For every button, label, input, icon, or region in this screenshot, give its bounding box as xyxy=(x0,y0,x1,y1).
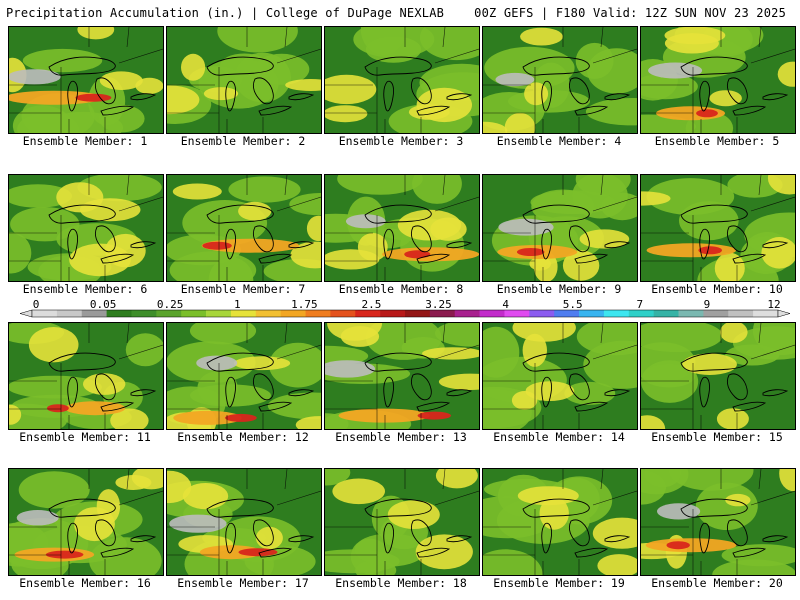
member-map-6 xyxy=(8,174,164,282)
member-map-11 xyxy=(8,322,164,430)
member-map-1 xyxy=(8,26,164,134)
member-label-15: Ensemble Member: 15 xyxy=(651,430,783,444)
member-map-7 xyxy=(166,174,322,282)
colorbar-tick-label: 9 xyxy=(703,298,711,311)
colorbar-tick-label: 1 xyxy=(233,298,241,311)
colorbar-tick-label: 0 xyxy=(32,298,40,311)
member-map-20 xyxy=(640,468,796,576)
member-map-3 xyxy=(324,26,480,134)
colorbar-tick-label: 4 xyxy=(502,298,509,311)
member-label-14: Ensemble Member: 14 xyxy=(493,430,625,444)
member-map-5 xyxy=(640,26,796,134)
member-map-13 xyxy=(324,322,480,430)
member-label-13: Ensemble Member: 13 xyxy=(335,430,467,444)
member-map-17 xyxy=(166,468,322,576)
member-label-4: Ensemble Member: 4 xyxy=(496,134,622,148)
run-valid-time: 00Z GEFS | F180 Valid: 12Z SUN NOV 23 20… xyxy=(474,6,786,20)
member-map-16 xyxy=(8,468,164,576)
member-map-10 xyxy=(640,174,796,282)
member-label-20: Ensemble Member: 20 xyxy=(651,576,783,590)
member-label-17: Ensemble Member: 17 xyxy=(177,576,309,590)
member-map-2 xyxy=(166,26,322,134)
member-map-14 xyxy=(482,322,638,430)
member-label-2: Ensemble Member: 2 xyxy=(180,134,306,148)
member-map-4 xyxy=(482,26,638,134)
member-map-9 xyxy=(482,174,638,282)
member-label-1: Ensemble Member: 1 xyxy=(22,134,148,148)
colorbar-tick-label: 2.5 xyxy=(361,298,382,311)
colorbar-tick-label: 0.25 xyxy=(156,298,184,311)
colorbar-tick-label: 1.75 xyxy=(291,298,318,311)
member-label-16: Ensemble Member: 16 xyxy=(19,576,151,590)
member-map-12 xyxy=(166,322,322,430)
member-label-11: Ensemble Member: 11 xyxy=(19,430,151,444)
member-label-10: Ensemble Member: 10 xyxy=(651,282,783,296)
member-map-15 xyxy=(640,322,796,430)
member-label-12: Ensemble Member: 12 xyxy=(177,430,309,444)
member-label-5: Ensemble Member: 5 xyxy=(654,134,780,148)
colorbar-tick-label: 7 xyxy=(636,298,644,311)
member-label-18: Ensemble Member: 18 xyxy=(335,576,467,590)
colorbar-tick-label: 5.5 xyxy=(562,298,583,311)
member-label-6: Ensemble Member: 6 xyxy=(22,282,148,296)
member-label-3: Ensemble Member: 3 xyxy=(338,134,464,148)
member-map-18 xyxy=(324,468,480,576)
colorbar-tick-label: 12 xyxy=(767,298,781,311)
member-map-8 xyxy=(324,174,480,282)
member-label-7: Ensemble Member: 7 xyxy=(180,282,306,296)
member-map-19 xyxy=(482,468,638,576)
colorbar-legend: 0 0.05 0.25 1 1.75 2.5 3.25 4 5.5 7 9 12 xyxy=(20,298,790,322)
member-label-8: Ensemble Member: 8 xyxy=(338,282,464,296)
colorbar-tick-label: 0.05 xyxy=(89,298,117,311)
chart-title: Precipitation Accumulation (in.) | Colle… xyxy=(6,6,445,20)
member-label-19: Ensemble Member: 19 xyxy=(493,576,625,590)
colorbar-tick-label: 3.25 xyxy=(425,298,452,311)
member-label-9: Ensemble Member: 9 xyxy=(496,282,622,296)
